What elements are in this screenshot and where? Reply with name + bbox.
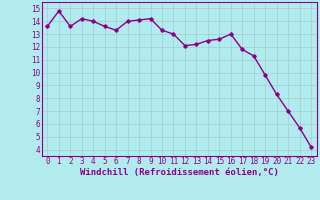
X-axis label: Windchill (Refroidissement éolien,°C): Windchill (Refroidissement éolien,°C): [80, 168, 279, 177]
